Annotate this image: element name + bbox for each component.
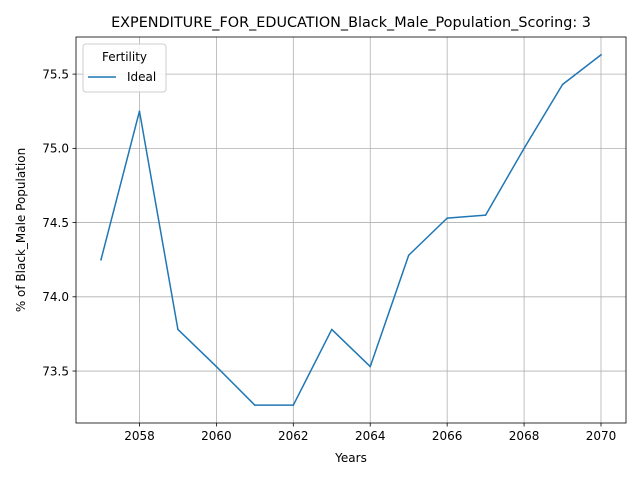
data-point (484, 214, 487, 216)
x-tick-label: 2070 (586, 429, 617, 443)
data-point (523, 147, 525, 150)
legend-box (82, 43, 167, 93)
data-point (292, 404, 295, 406)
data-point (407, 254, 410, 256)
data-point (177, 328, 179, 331)
x-tick-label: 2068 (509, 429, 540, 443)
data-point (254, 404, 256, 406)
x-tick-label: 2058 (124, 429, 155, 443)
x-tick-label: 2060 (201, 429, 232, 443)
data-point (561, 83, 564, 86)
y-tick-label: 75.5 (42, 67, 69, 81)
data-point (600, 54, 602, 56)
y-tick-label: 75.0 (42, 142, 69, 156)
y-tick-label: 74.0 (42, 290, 69, 304)
x-tick-label: 2062 (278, 429, 309, 443)
legend-label-ideal: Ideal (127, 70, 156, 84)
legend: Fertility Ideal (82, 43, 167, 93)
x-axis-label: Years (334, 451, 367, 465)
data-point (446, 217, 448, 219)
data-point (369, 365, 371, 368)
data-point (100, 258, 102, 261)
data-point (215, 365, 218, 368)
y-axis-label: % of Black_Male Population (14, 148, 28, 312)
x-tick-label: 2066 (432, 429, 463, 443)
y-tick-label: 73.5 (42, 364, 69, 378)
y-axis-ticks: 73.5 74.0 74.5 75.0 75.5 (42, 67, 76, 378)
y-tick-label: 74.5 (42, 216, 69, 230)
data-point (331, 328, 333, 331)
series-line-ideal (100, 53, 603, 406)
grid-lines (76, 37, 626, 423)
series-lines (100, 53, 603, 406)
x-axis-ticks: 2058 2060 2062 2064 2066 2068 2070 (124, 423, 616, 443)
data-point (138, 110, 141, 112)
plot-frame (75, 36, 627, 424)
legend-title: Fertility (102, 50, 147, 64)
chart-title: EXPENDITURE_FOR_EDUCATION_Black_Male_Pop… (111, 15, 591, 31)
x-tick-label: 2064 (355, 429, 386, 443)
